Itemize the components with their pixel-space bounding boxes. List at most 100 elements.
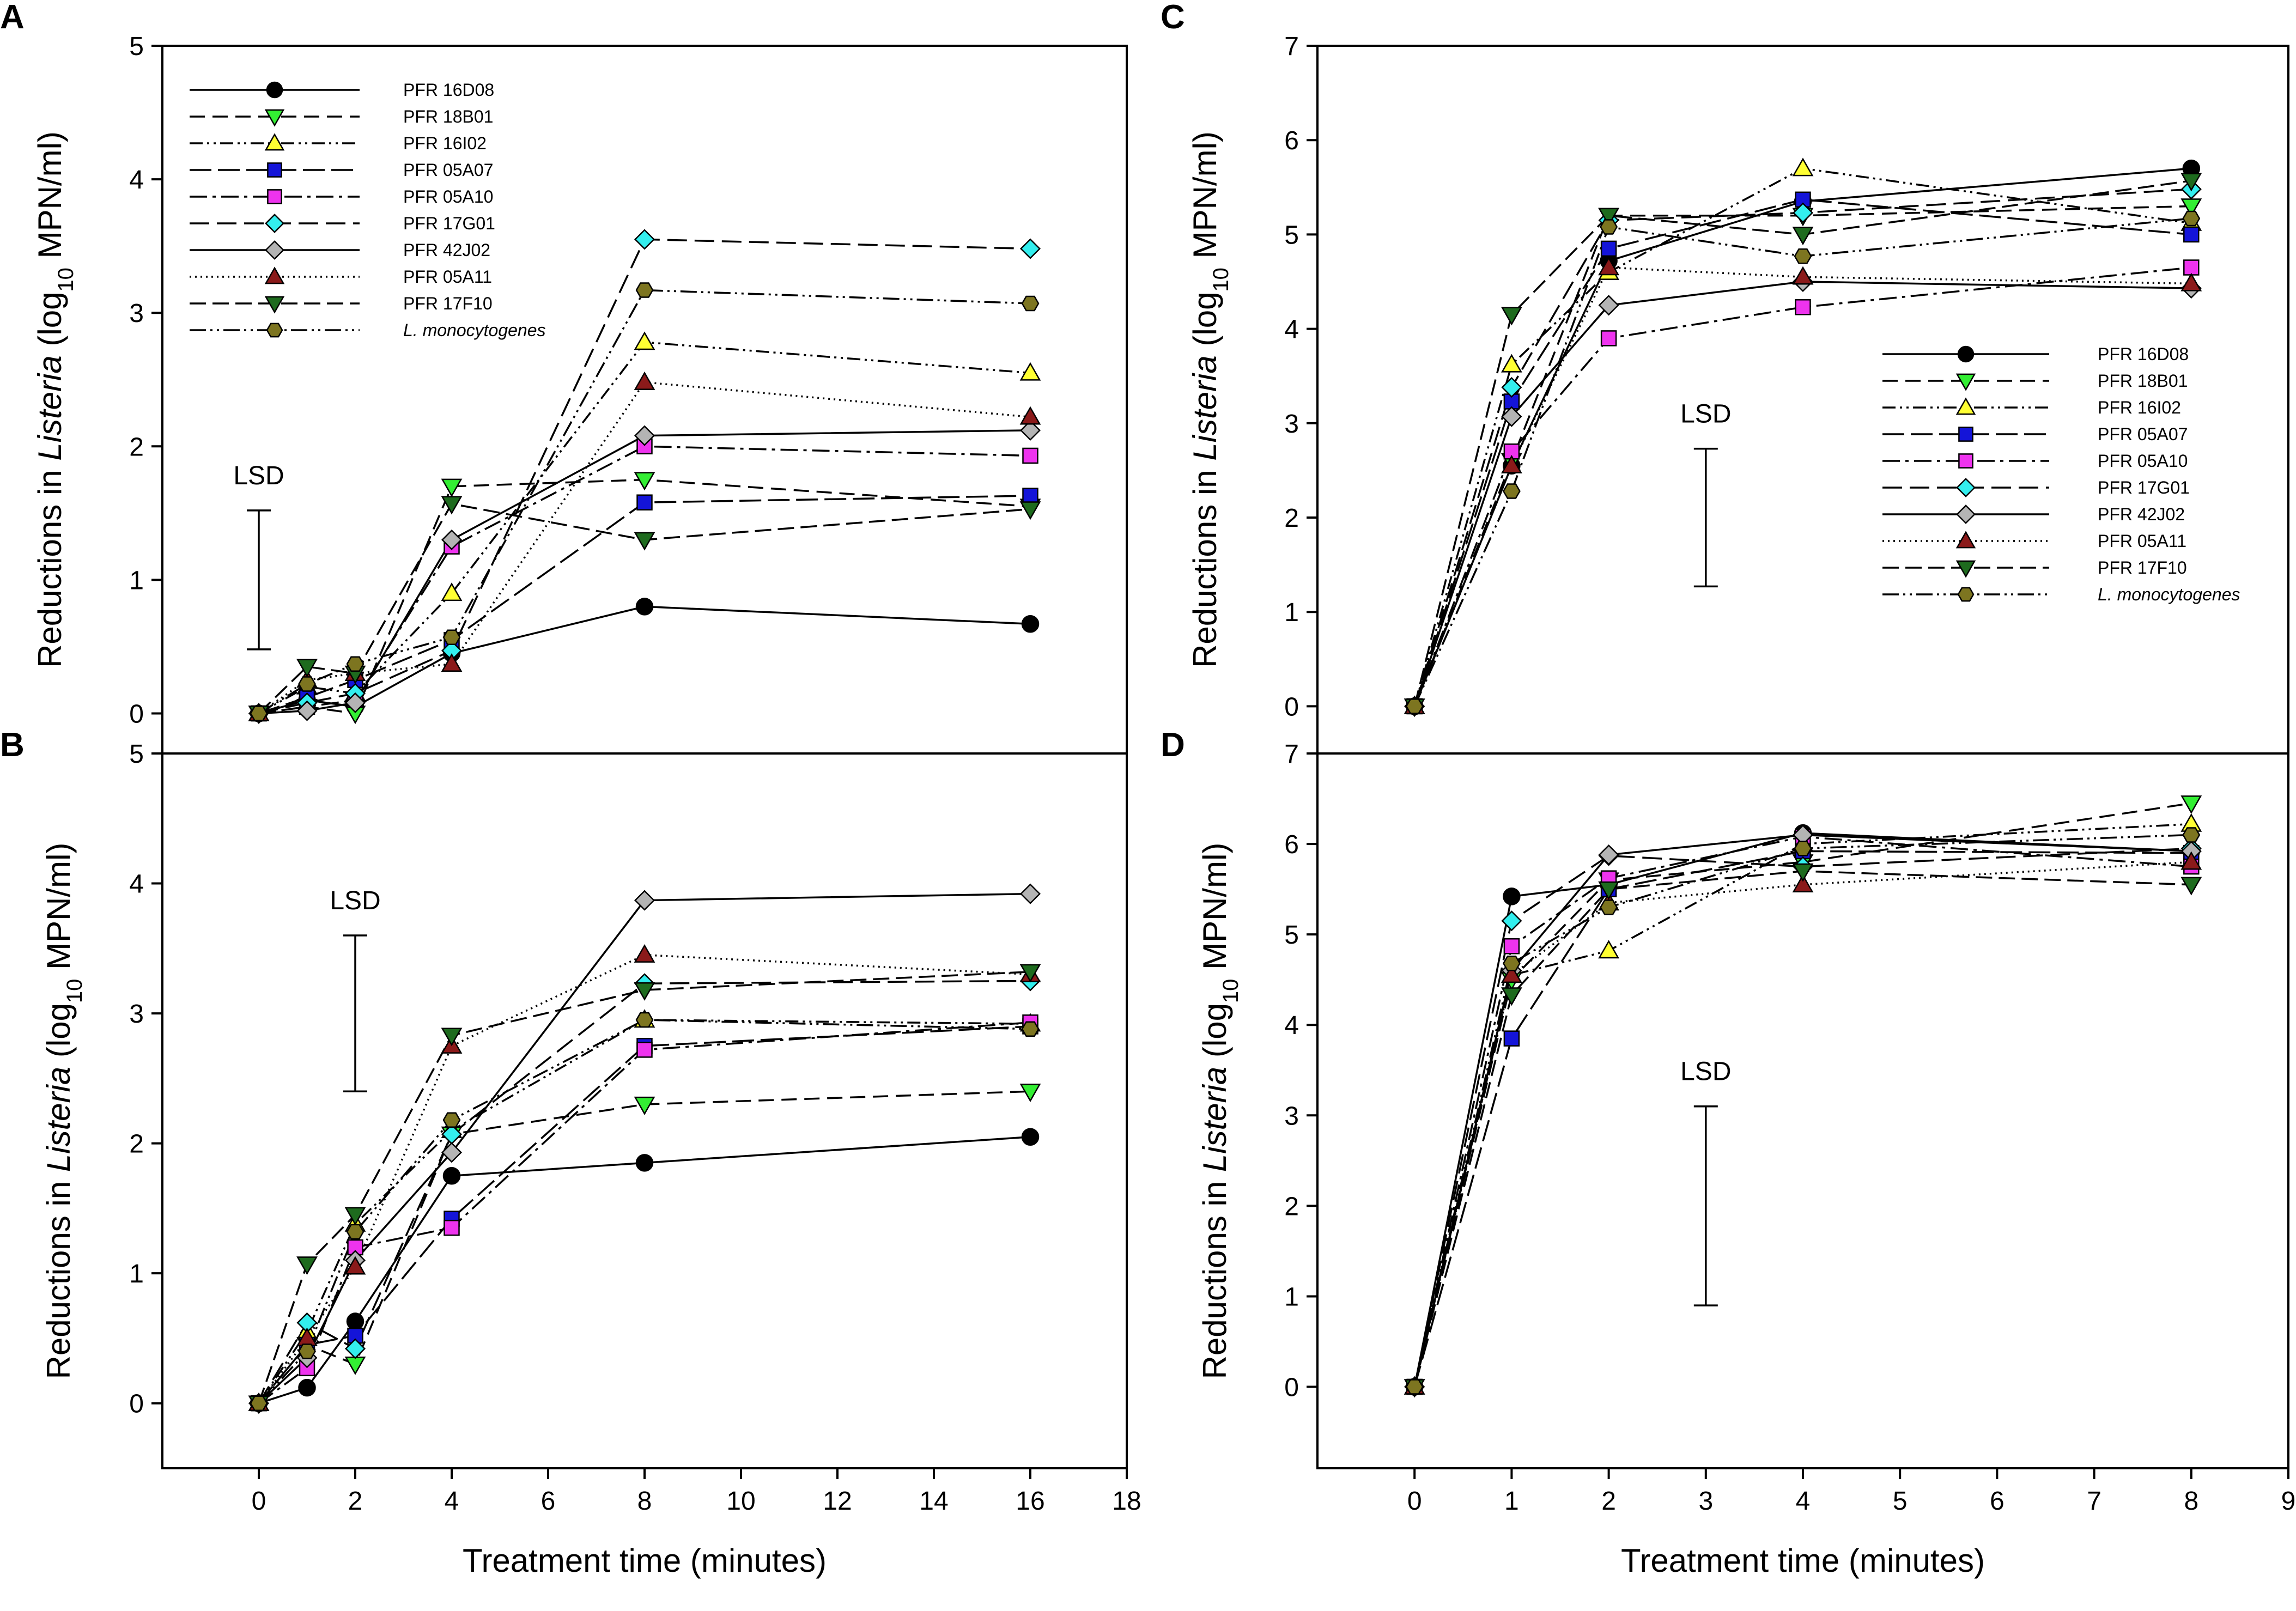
data-point-l-monocytogenes-c [2182, 210, 2201, 227]
data-point-pfr-17f10-d [1792, 863, 1814, 882]
data-point-pfr-05a11-b [634, 944, 655, 963]
data-point-l-monocytogenes-a [1021, 295, 1040, 312]
series-line-pfr-18b01-a [258, 478, 1031, 715]
y-tick-label-b: 1 [129, 1260, 144, 1288]
legend-label: PFR 42J02 [403, 240, 490, 260]
y-tick-label-d: 0 [1284, 1373, 1299, 1402]
data-point-pfr-17f10-d [1598, 881, 1620, 900]
data-point-pfr-42j02-a [634, 425, 655, 446]
x-tick-label-d: 4 [1796, 1487, 1811, 1516]
data-point-l-monocytogenes-a [250, 706, 268, 721]
legend-item-pfr-18b01: PFR 18B01 [1882, 371, 2188, 391]
data-point-pfr-17f10-d [1501, 987, 1522, 1006]
legend-label: PFR 05A11 [403, 267, 492, 287]
y-tick-label-b: 5 [129, 740, 144, 769]
legend-label: PFR 05A11 [2098, 531, 2186, 551]
legend-label: PFR 17F10 [403, 294, 493, 313]
legend-marker [264, 109, 285, 127]
x-tick-label-b: 16 [1016, 1487, 1044, 1516]
y-tick-label-b: 3 [129, 1000, 144, 1029]
data-point-pfr-16i02-a [1019, 362, 1041, 381]
data-point-pfr-05a11-d [1501, 964, 1522, 983]
series-line-pfr-17f10-d [1413, 870, 2191, 1387]
panel-label-b: B [0, 726, 25, 764]
panel-label-a: A [0, 0, 25, 36]
x-tick-label-b: 2 [348, 1487, 363, 1516]
data-point-pfr-17f10-b [441, 1028, 463, 1047]
legend-item-pfr-05a07: PFR 05A07 [1882, 424, 2188, 444]
x-tick-label-b: 8 [637, 1487, 652, 1516]
data-point-pfr-17f10-b [1019, 964, 1041, 983]
data-point-pfr-16d08-b [1021, 1128, 1040, 1146]
data-point-pfr-17f10-b [634, 982, 655, 1001]
panel-a: 0 1 2 3 4 5 A Reductions in Listeria (log10 MPN… [0, 0, 1128, 755]
series-line-pfr-18b01-b [258, 1090, 1031, 1404]
legend-marker [264, 296, 285, 314]
y-tick-label-c: 2 [1284, 504, 1299, 533]
data-point-pfr-05a11-c [1598, 257, 1620, 276]
legend-marker [1957, 587, 1975, 602]
data-point-l-monocytogenes-a [635, 282, 654, 298]
data-point-pfr-17f10-c [1792, 227, 1814, 246]
legend-c: PFR 16D08 PFR 18B01 PFR 16I02 PFR 05A07 PFR … [1882, 344, 2240, 604]
legend-label: PFR 16D08 [2098, 344, 2189, 364]
x-tick-label-b: 4 [445, 1487, 459, 1516]
data-point-pfr-05a07-d [1503, 1030, 1520, 1047]
series-line-pfr-05a10-c [1413, 266, 2191, 707]
y-tick-label-b: 0 [129, 1390, 144, 1419]
y-tick-label-c: 4 [1284, 315, 1299, 344]
panel-label-c: C [1161, 0, 1185, 36]
data-point-pfr-05a10-a [1022, 447, 1038, 464]
series-line-pfr-16d08-a [258, 605, 1031, 715]
legend-a: PFR 16D08 PFR 18B01 PFR 16I02 PFR 05A07 PFR … [190, 80, 546, 340]
y-tick-label-c: 7 [1284, 32, 1299, 61]
data-point-pfr-05a10-c [2183, 259, 2200, 276]
data-point-pfr-17f10-a [441, 496, 463, 515]
data-point-pfr-42j02-b [634, 890, 655, 911]
legend-item-pfr-16d08: PFR 16D08 [1882, 344, 2189, 364]
data-point-l-monocytogenes-d [2182, 827, 2201, 843]
x-tick-label-b: 6 [541, 1487, 556, 1516]
data-point-l-monocytogenes-c [1502, 483, 1521, 499]
data-point-l-monocytogenes-b [250, 1395, 268, 1411]
y-tick-label-a: 0 [129, 700, 144, 728]
series-line-pfr-16i02-b [258, 1019, 1031, 1404]
legend-marker [266, 81, 283, 99]
data-point-l-monocytogenes-b [346, 1224, 365, 1240]
lsd-label-c: LSD [1680, 400, 1731, 429]
y-tick-label-d: 6 [1284, 830, 1299, 859]
legend-marker [1955, 373, 1976, 391]
x-tick-label-d: 1 [1504, 1487, 1519, 1516]
data-point-l-monocytogenes-a [298, 676, 316, 692]
x-tick-label-d: 2 [1601, 1487, 1616, 1516]
data-point-pfr-05a11-d [2180, 851, 2202, 870]
legend-label: PFR 16I02 [403, 133, 487, 153]
legend-item-pfr-05a11: PFR 05A11 [1882, 531, 2186, 551]
legend-item-l-monocytogenes: L. monocytogenes [190, 320, 546, 340]
legend-label: L. monocytogenes [403, 320, 546, 340]
series-line-pfr-05a10-d [1413, 836, 2191, 1387]
data-point-pfr-17g01-a [634, 229, 655, 250]
series-line-pfr-17g01-b [258, 980, 1031, 1404]
data-point-pfr-42j02-a [296, 700, 318, 721]
panel-d: 0 1 2 3 4 5 6 7 0 1 2 3 4 5 6 7 8 9 D Reductions in Listeri… [1161, 726, 2295, 1579]
data-point-pfr-42j02-c [1598, 295, 1619, 316]
data-point-pfr-05a10-b [636, 1042, 653, 1058]
series-line-pfr-16d08-d [1413, 832, 2191, 1387]
series-line-pfr-42j02-b [258, 892, 1031, 1405]
legend-label: PFR 42J02 [2098, 504, 2185, 524]
data-point-l-monocytogenes-d [1794, 841, 1812, 856]
x-tick-label-d: 8 [2184, 1487, 2198, 1516]
y-tick-label-a: 3 [129, 299, 144, 328]
lsd-bar-d [1693, 1105, 1718, 1306]
y-tick-label-c: 1 [1284, 598, 1299, 627]
legend-item-pfr-42j02: PFR 42J02 [190, 240, 490, 260]
data-point-pfr-17f10-c [1598, 208, 1620, 227]
data-point-l-monocytogenes-b [1021, 1021, 1040, 1037]
lsd-bar-b [343, 934, 367, 1092]
data-point-pfr-17f10-a [634, 532, 655, 551]
y-axis-title-d: Reductions in Listeria (log10 MPN/ml) [1196, 843, 1243, 1379]
data-point-l-monocytogenes-d [1600, 899, 1618, 915]
legend-label: PFR 05A10 [2098, 451, 2188, 471]
data-point-pfr-17f10-b [296, 1256, 318, 1275]
